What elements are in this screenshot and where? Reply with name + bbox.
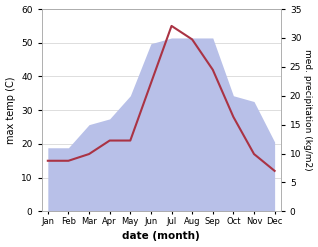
Y-axis label: max temp (C): max temp (C) (5, 76, 16, 144)
X-axis label: date (month): date (month) (122, 231, 200, 242)
Y-axis label: med. precipitation (kg/m2): med. precipitation (kg/m2) (303, 49, 313, 171)
